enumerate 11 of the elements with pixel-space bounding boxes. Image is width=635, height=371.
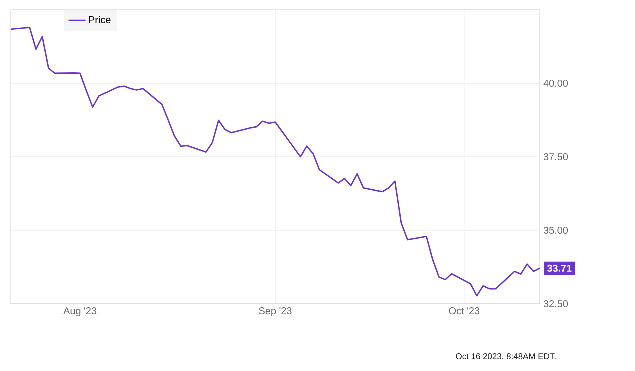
legend-label: Price [89,16,111,24]
x-tick-label: Oct '23 [449,308,480,315]
line-series [10,26,541,297]
annotation: 33.71 [547,264,572,272]
x-tick-label: Aug '23 [64,308,97,317]
x-tick-label: Sep '23 [259,308,292,317]
y-tick-label: 35.00 [544,226,568,234]
y-tick-label: 40.00 [544,80,568,88]
y-tick-label: 32.50 [544,300,568,308]
y-tick-label: 37.50 [544,153,568,161]
text: Oct 16 2023, 8:48AM EDT. [456,354,556,360]
